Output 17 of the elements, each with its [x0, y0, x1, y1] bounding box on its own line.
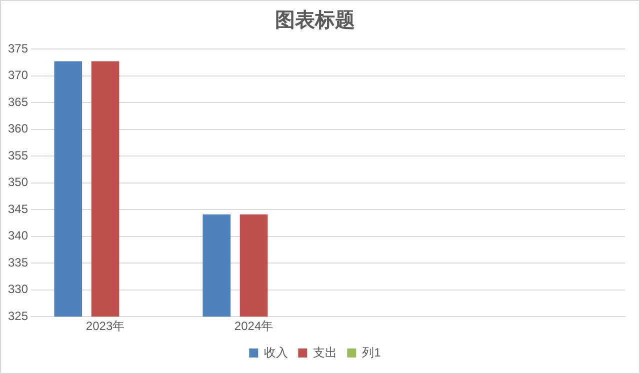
x-tick-label: 2023年 — [86, 319, 125, 334]
y-tick-label: 340 — [8, 228, 28, 243]
y-tick-label: 360 — [8, 122, 28, 136]
x-tick-label: 2024年 — [234, 319, 274, 334]
legend-label: 列1 — [362, 345, 382, 360]
y-tick-label: 375 — [8, 41, 28, 56]
y-tick-label: 355 — [8, 148, 28, 162]
y-tick-label: 345 — [8, 202, 28, 216]
legend-label: 支出 — [313, 345, 338, 360]
y-tick-label: 325 — [8, 308, 28, 323]
y-tick-label: 370 — [8, 68, 28, 82]
y-tick-label: 330 — [8, 282, 28, 296]
y-tick-label: 335 — [8, 255, 28, 270]
y-tick-label: 350 — [8, 175, 28, 190]
y-tick-label: 365 — [8, 94, 28, 109]
legend-label: 收入 — [264, 345, 288, 360]
chart-title: 图表标题 — [275, 10, 355, 32]
